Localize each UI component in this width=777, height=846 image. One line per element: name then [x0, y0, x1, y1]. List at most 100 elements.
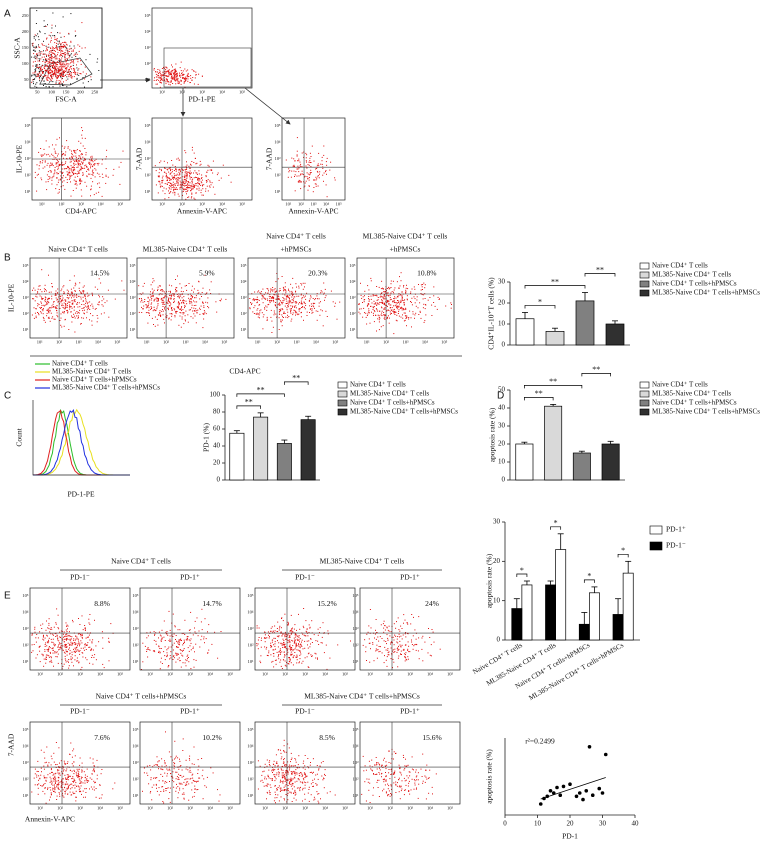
- event-dot: [433, 632, 434, 633]
- event-dot: [72, 308, 73, 309]
- event-dot: [305, 620, 306, 621]
- event-dot: [56, 163, 57, 164]
- event-dot: [385, 314, 386, 315]
- event-dot: [283, 287, 284, 288]
- event-dot: [77, 658, 78, 659]
- event-dot: [173, 655, 174, 656]
- event-dot: [298, 314, 299, 315]
- event-dot: [275, 288, 276, 289]
- event-dot: [388, 630, 389, 631]
- event-dot: [58, 645, 59, 646]
- event-dot: [86, 59, 87, 60]
- event-dot: [194, 198, 195, 199]
- event-dot: [42, 61, 43, 62]
- event-dot: [305, 303, 306, 304]
- event-dot: [164, 172, 165, 173]
- y-tick-label: 10⁴: [247, 610, 254, 615]
- event-dot: [64, 57, 65, 58]
- event-dot: [325, 171, 326, 172]
- event-dot: [181, 182, 182, 183]
- event-dot: [106, 175, 107, 176]
- event-dot: [424, 642, 425, 643]
- event-dot: [285, 634, 286, 635]
- event-dot: [167, 79, 168, 80]
- event-dot: [46, 657, 47, 658]
- event-dot: [44, 57, 45, 58]
- event-dot: [315, 169, 316, 170]
- event-dot: [293, 298, 294, 299]
- event-dot: [191, 193, 192, 194]
- event-dot: [85, 296, 86, 297]
- event-dot: [302, 153, 303, 154]
- event-dot: [399, 636, 400, 637]
- event-dot: [159, 648, 160, 649]
- event-dot: [378, 649, 379, 650]
- event-dot: [42, 160, 43, 161]
- event-dot: [194, 301, 195, 302]
- event-dot: [151, 302, 152, 303]
- event-dot: [51, 657, 52, 658]
- event-dot: [59, 67, 60, 68]
- event-dot: [56, 162, 57, 163]
- event-dot: [304, 635, 305, 636]
- event-dot: [173, 189, 174, 190]
- event-dot: [84, 159, 85, 160]
- event-dot: [185, 179, 186, 180]
- event-dot: [376, 650, 377, 651]
- event-dot: [309, 300, 310, 301]
- event-dot: [54, 319, 55, 320]
- event-dot: [76, 161, 77, 162]
- event-dot: [53, 64, 54, 65]
- event-dot: [393, 659, 394, 660]
- event-dot: [156, 184, 157, 185]
- event-dot: [279, 630, 280, 631]
- event-dot: [51, 54, 52, 55]
- event-dot: [164, 198, 165, 199]
- event-dot: [289, 661, 290, 662]
- event-dot: [54, 37, 55, 38]
- event-dot: [46, 154, 47, 155]
- event-dot: [323, 146, 324, 147]
- event-dot: [381, 302, 382, 303]
- event-dot: [397, 666, 398, 667]
- event-dot: [38, 289, 39, 290]
- event-dot: [76, 157, 77, 158]
- event-dot: [83, 292, 84, 293]
- event-dot: [54, 48, 55, 49]
- event-dot: [51, 318, 52, 319]
- event-dot: [291, 310, 292, 311]
- event-dot: [377, 658, 378, 659]
- event-dot: [172, 169, 173, 170]
- event-dot: [78, 317, 79, 318]
- event-dot: [44, 651, 45, 652]
- axis-label: SSC-A: [13, 37, 22, 59]
- event-dot: [419, 302, 420, 303]
- event-dot: [280, 319, 281, 320]
- flow-plot: [357, 258, 454, 338]
- event-dot: [283, 639, 284, 640]
- event-dot: [274, 289, 275, 290]
- event-dot: [179, 83, 180, 84]
- event-dot: [88, 168, 89, 169]
- event-dot: [98, 641, 99, 642]
- event-dot: [164, 621, 165, 622]
- event-dot: [35, 56, 36, 57]
- event-dot: [259, 310, 260, 311]
- event-dot: [181, 81, 182, 82]
- event-dot: [54, 149, 55, 150]
- event-dot: [273, 301, 274, 302]
- event-dot: [265, 634, 266, 635]
- event-dot: [311, 656, 312, 657]
- event-dot: [37, 303, 38, 304]
- event-dot: [77, 44, 78, 45]
- event-dot: [40, 51, 41, 52]
- event-dot: [77, 161, 78, 162]
- flow-plot: [140, 588, 240, 670]
- event-dot: [177, 647, 178, 648]
- event-dot: [402, 298, 403, 299]
- event-dot: [282, 297, 283, 298]
- event-dot: [313, 298, 314, 299]
- event-dot: [67, 311, 68, 312]
- event-dot: [195, 621, 196, 622]
- event-dot: [430, 655, 431, 656]
